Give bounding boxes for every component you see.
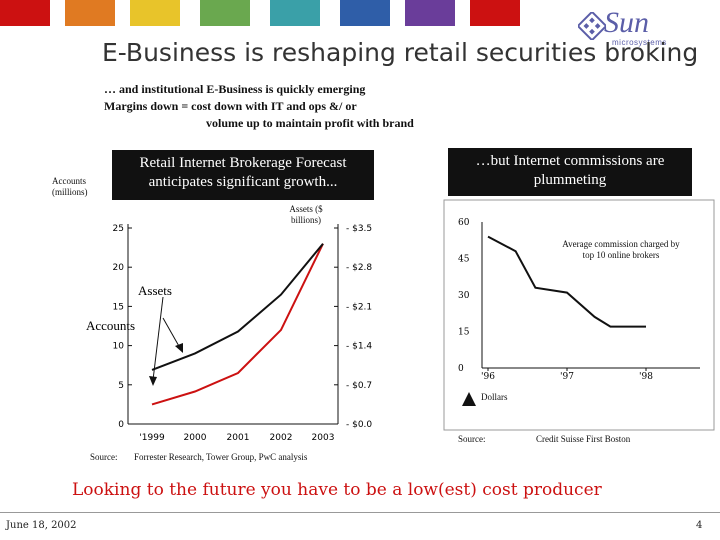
right-chart-y-tick-label: 0 xyxy=(458,364,464,374)
right-chart-x-tick-label: '98 xyxy=(639,372,653,382)
annotation-arrowhead-accounts xyxy=(175,343,183,353)
top-color-bar xyxy=(65,0,115,26)
x-tick-label: '1999 xyxy=(139,433,165,443)
top-color-bar xyxy=(270,0,320,26)
series-line-accounts xyxy=(151,243,324,371)
right-ylabel: Dollars xyxy=(481,392,508,402)
right-chart-y-tick-label: 45 xyxy=(458,255,470,265)
right-chart-x-tick-label: '96 xyxy=(481,372,495,382)
x-tick-label: 2001 xyxy=(227,433,250,443)
right-tick-label: - $2.8 xyxy=(346,263,372,273)
top-color-bar xyxy=(405,0,455,26)
right-chart-series-line xyxy=(487,235,646,328)
page-number: 4 xyxy=(696,520,703,531)
right-chart-frame xyxy=(443,199,715,431)
left-tick-label: 0 xyxy=(118,420,124,430)
right-tick-label: - $0.7 xyxy=(346,381,372,391)
right-series-label: Average commission charged by top 10 onl… xyxy=(562,239,680,260)
annotation-accounts: Accounts xyxy=(86,318,136,333)
right-chart-x-tick-label: '97 xyxy=(560,372,574,382)
left-source: Forrester Research, Tower Group, PwC ana… xyxy=(134,452,308,462)
right-source: Credit Suisse First Boston xyxy=(536,434,631,444)
left-tick-label: 15 xyxy=(113,302,124,312)
right-chart-y-tick-label: 15 xyxy=(458,328,470,338)
logo-subtext: microsystems xyxy=(612,38,667,47)
annotation-arrow-accounts xyxy=(162,317,181,349)
series-line-assets xyxy=(151,243,324,406)
right-tick-label: - $0.0 xyxy=(346,420,372,430)
sun-logo: Sun microsystems xyxy=(578,6,688,54)
right-tick-label: - $1.4 xyxy=(346,342,372,352)
right-tick-label: - $3.5 xyxy=(346,224,372,234)
page-title: E-Business is reshaping retail securitie… xyxy=(102,38,699,67)
left-tick-label: 20 xyxy=(113,263,125,273)
left-source-label: Source: xyxy=(90,452,118,462)
right-chart-y-tick-label: 30 xyxy=(458,291,470,301)
right-chart-y-tick-label: 60 xyxy=(458,218,470,228)
right-tick-label: - $2.1 xyxy=(346,302,372,312)
x-tick-label: 2000 xyxy=(184,433,207,443)
top-color-bar xyxy=(340,0,390,26)
left-tick-label: 25 xyxy=(113,224,124,234)
footer-divider xyxy=(0,512,720,513)
left-tick-label: 5 xyxy=(118,381,124,391)
logo-wordmark: Sun xyxy=(604,6,649,39)
subtitle-line-3: volume up to maintain profit with brand xyxy=(206,116,414,130)
right-chart-header: …but Internet commissions are plummeting xyxy=(448,148,692,196)
top-color-bar xyxy=(200,0,250,26)
annotation-arrow-assets xyxy=(152,296,164,381)
subtitle-line-2: Margins down = cost down with IT and ops… xyxy=(104,99,357,113)
left-axis-label: Accounts (millions) xyxy=(52,176,88,197)
left-tick-label: 10 xyxy=(113,342,125,352)
top-color-bar xyxy=(130,0,180,26)
sun-logo-icon xyxy=(578,12,606,40)
footer-date: June 18, 2002 xyxy=(6,520,77,531)
top-color-bar xyxy=(470,0,520,26)
annotation-arrowhead-assets xyxy=(149,376,157,386)
right-source-label: Source: xyxy=(458,434,486,444)
right-axis-label: Assets ($ billions) xyxy=(289,204,323,225)
footer-message: Looking to the future you have to be a l… xyxy=(72,480,602,500)
top-color-bar xyxy=(0,0,50,26)
x-tick-label: 2003 xyxy=(312,433,335,443)
subtitle-line-1: … and institutional E-Business is quickl… xyxy=(104,82,366,96)
annotation-assets: Assets xyxy=(138,283,172,298)
up-triangle-icon xyxy=(462,392,476,406)
x-tick-label: 2002 xyxy=(270,433,293,443)
left-chart-header: Retail Internet Brokerage Forecast antic… xyxy=(112,150,374,200)
